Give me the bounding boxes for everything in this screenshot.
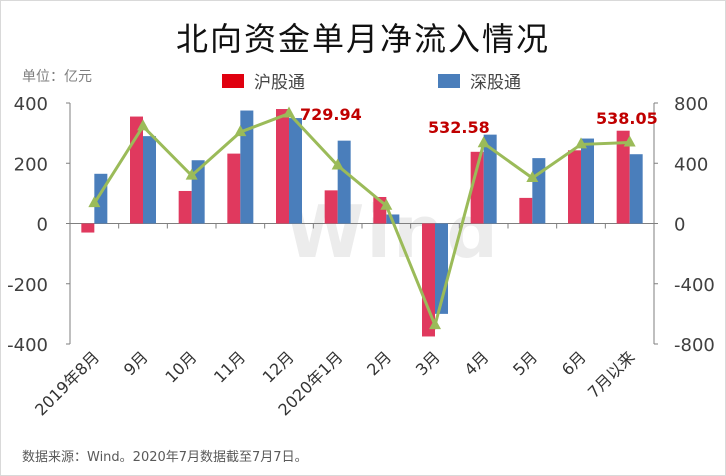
bar-sh [227, 153, 241, 224]
left-tick-label: 400 [14, 94, 48, 115]
legend-swatch-sh [222, 73, 244, 88]
legend-item-sz: 深股通 [438, 68, 521, 93]
legend-item-sh: 沪股通 [222, 68, 305, 93]
total-point [575, 137, 587, 149]
bar-sh [130, 116, 143, 224]
right-tick-label: 0 [674, 215, 685, 236]
bar-sz [289, 118, 302, 224]
bar-sz [629, 154, 643, 224]
x-tick-label: 12月 [259, 347, 298, 386]
right-tick-label: 400 [674, 154, 708, 175]
bar-sh [422, 223, 435, 337]
bar-sh [81, 223, 95, 233]
bar-sh [470, 151, 484, 224]
data-label: 532.58 [428, 118, 490, 137]
right-tick-label: -400 [674, 275, 715, 296]
data-label: 538.05 [596, 109, 658, 128]
data-label: 729.94 [300, 105, 362, 124]
bar-sz [337, 140, 351, 224]
total-point [185, 168, 198, 180]
total-line [93, 111, 630, 330]
x-tick-label: 2月 [363, 347, 395, 379]
bar-sz [240, 110, 254, 224]
watermark: Wind [285, 190, 500, 274]
bar-sz [581, 138, 594, 224]
x-tick-label: 3月 [412, 347, 444, 379]
total-point [88, 196, 101, 208]
right-tick-label: 800 [674, 94, 708, 115]
bar-sh [324, 190, 338, 224]
bar-sh [616, 130, 630, 224]
bar-sh [568, 150, 581, 224]
total-point [623, 135, 636, 147]
x-tick-label: 2019年8月 [31, 347, 103, 419]
x-tick-label: 4月 [461, 347, 493, 379]
bar-sh [519, 197, 533, 224]
total-point [234, 125, 247, 137]
x-tick-label: 9月 [120, 347, 152, 379]
total-point [526, 171, 539, 183]
unit-label: 单位：亿元 [22, 69, 92, 85]
left-tick-label: 200 [14, 154, 48, 175]
bar-sz [532, 158, 546, 224]
x-tick-label: 7月以来 [584, 347, 639, 402]
total-point [137, 119, 149, 131]
right-tick-label: -800 [674, 335, 715, 356]
x-tick-label: 11月 [210, 347, 249, 386]
x-tick-label: 6月 [558, 347, 590, 379]
total-point [283, 106, 295, 118]
source-note: 数据来源：Wind。2020年7月数据截至7月7日。 [22, 450, 308, 465]
x-tick-label: 5月 [509, 347, 541, 379]
bar-sz [483, 134, 497, 224]
chart-title: 北向资金单月净流入情况 [175, 20, 550, 58]
bar-sh [178, 190, 192, 224]
total-point [429, 318, 441, 330]
total-point [477, 136, 490, 148]
left-tick-label: -400 [7, 335, 48, 356]
legend-label-sh: 沪股通 [254, 73, 305, 93]
left-tick-label: -200 [7, 275, 48, 296]
legend-label-sz: 深股通 [470, 73, 521, 93]
legend-swatch-sz [438, 73, 460, 88]
bar-sz [143, 136, 156, 224]
bar-sh [276, 109, 289, 224]
total-point [331, 158, 344, 170]
total-point [380, 198, 393, 210]
x-tick-label: 10月 [161, 347, 200, 386]
left-tick-label: 0 [37, 215, 48, 236]
